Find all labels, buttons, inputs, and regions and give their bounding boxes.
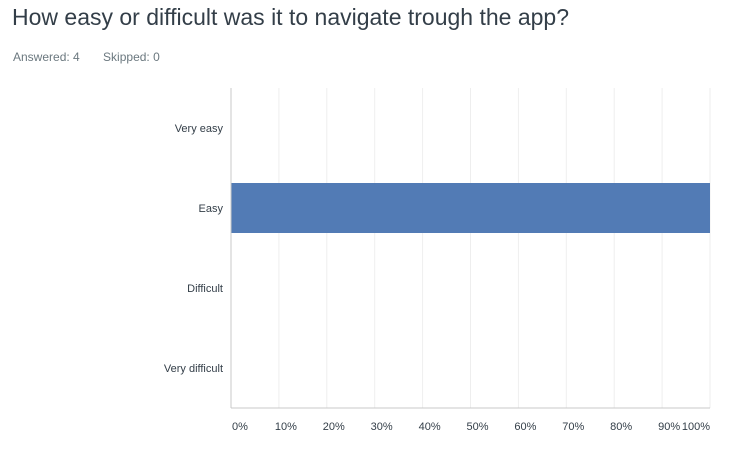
x-tick-label: 0% (232, 421, 248, 433)
x-tick-label: 100% (682, 421, 710, 433)
category-label: Very difficult (164, 363, 223, 375)
skipped-count: Skipped: 0 (103, 50, 160, 64)
grid-lines (278, 88, 711, 408)
x-tick-label: 90% (658, 421, 680, 433)
category-labels: Very easy Easy Difficult Very difficult (164, 123, 224, 375)
axes (230, 88, 710, 409)
category-label: Difficult (187, 283, 223, 295)
answered-count: Answered: 4 (13, 50, 80, 64)
x-tick-label: 20% (323, 421, 345, 433)
tick-labels: 0% 10% 20% 30% 40% 50% 60% 70% 80% 90% 100% (232, 421, 710, 433)
x-tick-label: 60% (514, 421, 536, 433)
response-summary: Answered: 4 Skipped: 0 (13, 50, 180, 64)
x-tick-label: 30% (371, 421, 393, 433)
x-tick-label: 40% (419, 421, 441, 433)
x-tick-label: 70% (562, 421, 584, 433)
x-tick-label: 80% (610, 421, 632, 433)
question-title: How easy or difficult was it to navigate… (12, 4, 570, 30)
category-label: Very easy (175, 123, 224, 135)
category-label: Easy (199, 203, 224, 215)
x-tick-label: 50% (466, 421, 488, 433)
bar-easy[interactable] (231, 183, 710, 233)
x-tick-label: 10% (275, 421, 297, 433)
bars (231, 183, 710, 233)
